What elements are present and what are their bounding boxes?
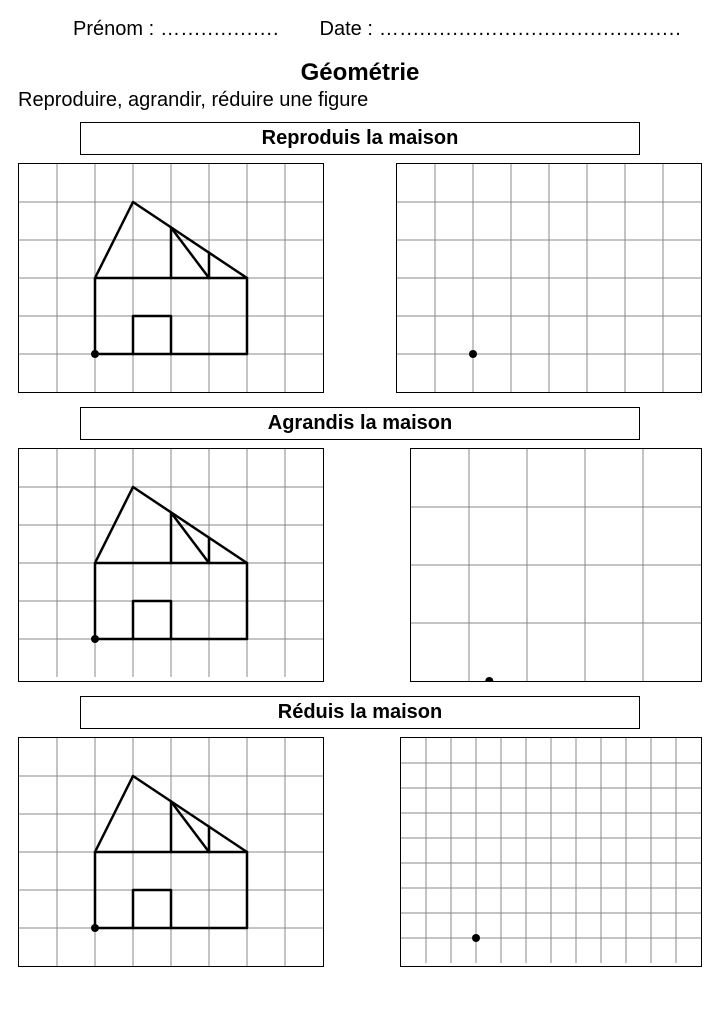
name-label: Prénom : xyxy=(73,18,154,41)
source-grid xyxy=(18,448,324,682)
section: Reproduis la maison xyxy=(18,122,702,393)
answer-grid[interactable] xyxy=(396,163,702,393)
date-dots[interactable]: ….......................................… xyxy=(379,18,682,41)
page-title: Géométrie xyxy=(18,59,702,87)
answer-grid[interactable] xyxy=(410,448,702,682)
header-row: Prénom : …............... Date : …......… xyxy=(18,18,702,41)
source-grid xyxy=(18,163,324,393)
section-title-wrap: Agrandis la maison xyxy=(18,407,702,440)
section-body xyxy=(18,737,702,967)
section-title: Réduis la maison xyxy=(80,696,640,729)
name-dots[interactable]: …............... xyxy=(160,18,279,41)
section-body xyxy=(18,163,702,393)
source-grid xyxy=(18,737,324,967)
section-title: Agrandis la maison xyxy=(80,407,640,440)
section-body xyxy=(18,448,702,682)
date-field: Date : …................................… xyxy=(320,18,682,41)
page-subtitle: Reproduire, agrandir, réduire une figure xyxy=(18,89,702,112)
name-field: Prénom : …............... xyxy=(73,18,280,41)
section-title: Reproduis la maison xyxy=(80,122,640,155)
worksheet-page: Prénom : …............... Date : …......… xyxy=(0,0,720,1001)
answer-grid[interactable] xyxy=(400,737,702,967)
section-title-wrap: Reproduis la maison xyxy=(18,122,702,155)
date-label: Date : xyxy=(320,18,373,41)
sections-container: Reproduis la maison Agrandis la maison Réd… xyxy=(18,122,702,967)
section: Réduis la maison xyxy=(18,696,702,967)
section-title-wrap: Réduis la maison xyxy=(18,696,702,729)
section: Agrandis la maison xyxy=(18,407,702,682)
